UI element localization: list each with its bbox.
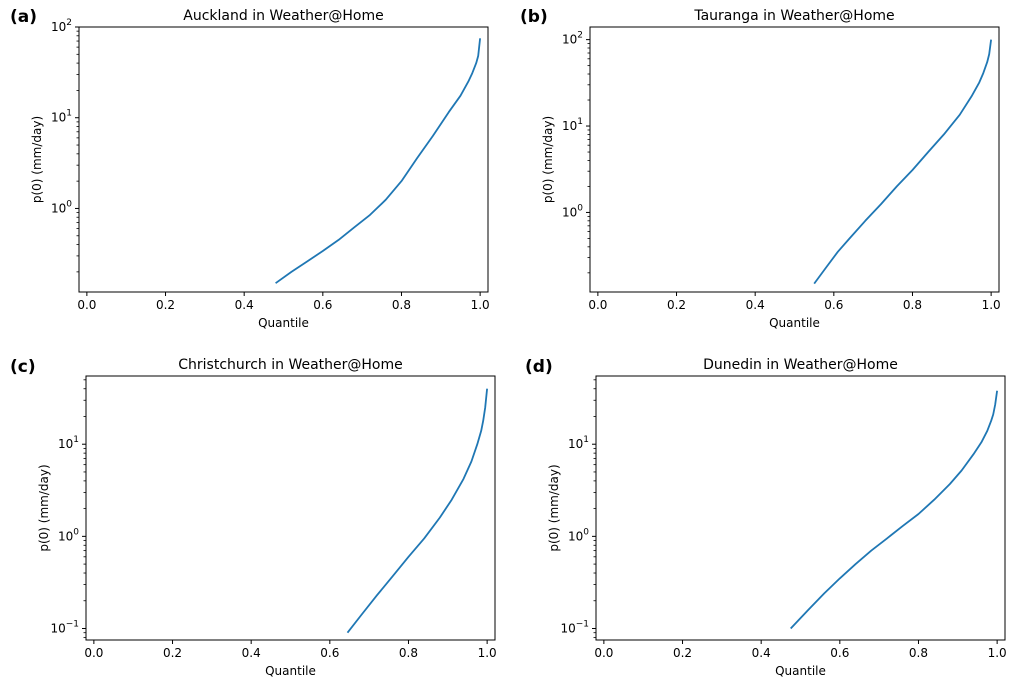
panel-2: (b) Tauranga in Weather@Home 0.0 0.2 0.4 0.6 0… [520, 7, 1001, 330]
chart-title: Dunedin in Weather@Home [703, 357, 898, 373]
x-tick-label: 0.8 [399, 646, 418, 660]
x-tick-label: 1.0 [988, 646, 1007, 660]
panel-1: (a) Auckland in Weather@Home 0.0 0.2 0.4 0.6 0… [10, 7, 490, 330]
x-tick-label: 0.6 [320, 646, 339, 660]
y-tick-label: 101 [562, 117, 583, 133]
y-axis-label: p(0) (mm/day) [547, 464, 561, 551]
series-line [275, 38, 481, 284]
plot-frame [85, 375, 496, 641]
x-tick-label: 0.8 [903, 298, 922, 312]
x-tick-label: 0.8 [392, 298, 411, 312]
y-tick-label: 101 [58, 435, 79, 451]
y-tick-label: 101 [568, 435, 589, 451]
y-tick-label: 102 [562, 31, 583, 47]
x-tick-label: 1.0 [478, 646, 497, 660]
y-tick-label: 100 [58, 527, 79, 543]
x-axis-label: Quantile [265, 664, 316, 678]
panel-4: (d) Dunedin in Weather@Home 0.0 0.2 0.4 0.6 0.… [525, 357, 1007, 678]
x-axis-label: Quantile [775, 664, 826, 678]
x-tick-label: 1.0 [982, 298, 1001, 312]
x-tick-label: 0.4 [752, 646, 771, 660]
plot-frame [78, 26, 489, 293]
chart-title: Auckland in Weather@Home [183, 8, 383, 24]
plot-frame [589, 26, 1000, 293]
x-tick-label: 0.4 [235, 298, 254, 312]
series-line [346, 388, 488, 634]
y-tick-label: 101 [51, 109, 72, 125]
y-tick-label: 100 [568, 527, 589, 543]
y-axis-label: p(0) (mm/day) [37, 464, 51, 551]
x-tick-label: 0.6 [824, 298, 843, 312]
panel-3: (c) Christchurch in Weather@Home 0.0 0.2 0.4… [10, 357, 497, 678]
y-tick-label: 10−1 [50, 619, 79, 635]
chart-title: Christchurch in Weather@Home [178, 357, 403, 373]
x-tick-label: 0.2 [156, 298, 175, 312]
panel-label: (b) [520, 7, 548, 27]
y-tick-label: 10−1 [560, 619, 589, 635]
series-line [813, 39, 992, 285]
x-tick-label: 0.0 [594, 646, 613, 660]
x-tick-label: 0.6 [830, 646, 849, 660]
x-tick-label: 0.8 [909, 646, 928, 660]
y-axis-label: p(0) (mm/day) [30, 116, 44, 203]
series-line [790, 390, 998, 630]
x-axis-label: Quantile [769, 316, 820, 330]
panel-label: (d) [525, 357, 553, 377]
panel-label: (a) [10, 7, 37, 27]
x-tick-label: 0.2 [673, 646, 692, 660]
panel-label: (c) [10, 357, 36, 377]
plot-frame [595, 375, 1006, 641]
x-tick-label: 0.6 [313, 298, 332, 312]
y-tick-label: 100 [562, 203, 583, 219]
x-tick-label: 0.4 [746, 298, 765, 312]
x-tick-label: 0.2 [163, 646, 182, 660]
y-axis-label: p(0) (mm/day) [541, 116, 555, 203]
x-tick-label: 0.0 [77, 298, 96, 312]
x-tick-label: 0.0 [588, 298, 607, 312]
chart-title: Tauranga in Weather@Home [693, 8, 894, 24]
y-tick-label: 102 [51, 18, 72, 34]
x-tick-label: 0.0 [84, 646, 103, 660]
x-tick-label: 1.0 [471, 298, 490, 312]
x-tick-label: 0.2 [667, 298, 686, 312]
x-tick-label: 0.4 [242, 646, 261, 660]
x-axis-label: Quantile [258, 316, 309, 330]
y-tick-label: 100 [51, 199, 72, 215]
